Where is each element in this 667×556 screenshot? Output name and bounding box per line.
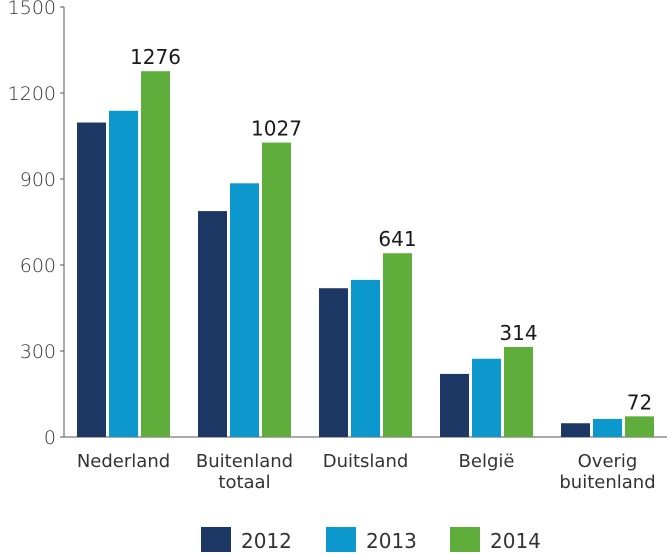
data-label: 72: [627, 390, 652, 414]
bar-2014: [383, 253, 412, 437]
bar-2012: [77, 122, 106, 437]
bar-2013: [230, 183, 259, 437]
legend-swatch-2013: [326, 527, 356, 552]
legend-swatch-2014: [450, 527, 480, 552]
category-label: Buitenland: [196, 451, 293, 472]
y-tick-label: 1500: [8, 0, 56, 19]
category-label: Nederland: [77, 451, 170, 472]
bar-2013: [472, 358, 501, 437]
bar-2014: [262, 142, 291, 438]
bar-2012: [440, 373, 469, 437]
legend-label: 2012: [241, 529, 292, 553]
data-labels: 1276 1027 641 314 72: [130, 45, 652, 414]
data-label: 641: [378, 227, 416, 251]
data-label: 314: [499, 321, 537, 345]
data-label: 1276: [130, 45, 181, 69]
bar-2013: [593, 418, 622, 437]
category-label: Overig: [578, 451, 638, 472]
bar-2014: [504, 346, 533, 437]
bar-2012: [319, 288, 348, 437]
category-label: België: [459, 451, 515, 472]
y-tick-label: 600: [20, 255, 56, 277]
bar-2014: [141, 71, 170, 438]
bar-2013: [109, 110, 138, 438]
legend-swatch-2012: [201, 527, 231, 552]
y-tick-label: 0: [44, 427, 56, 449]
y-tick-label: 1200: [8, 83, 56, 105]
category-label: buitenland: [559, 472, 655, 493]
data-label: 1027: [251, 117, 302, 141]
y-tick-label: 300: [20, 341, 56, 363]
bar-2013: [351, 279, 380, 437]
legend: 2012 2013 2014: [201, 527, 541, 553]
category-label: Duitsland: [323, 451, 409, 472]
y-tick-label: 900: [20, 169, 56, 191]
bars: [77, 71, 654, 438]
bar-2012: [561, 423, 590, 437]
bar-2012: [198, 211, 227, 437]
bar-2014: [625, 416, 654, 437]
category-label: totaal: [218, 472, 270, 493]
legend-label: 2013: [366, 529, 417, 553]
legend-label: 2014: [490, 529, 541, 553]
